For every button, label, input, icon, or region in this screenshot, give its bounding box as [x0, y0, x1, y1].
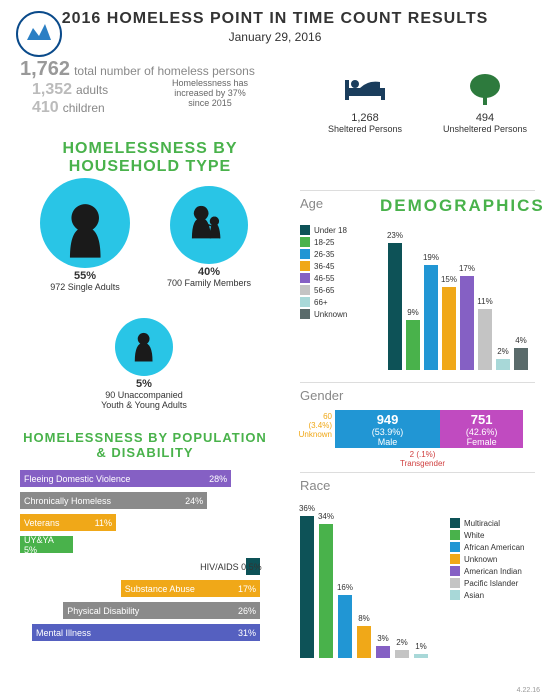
- race-bar: 8%: [357, 626, 371, 658]
- gender-label: Gender: [300, 388, 343, 403]
- population-row: Veterans11%: [20, 514, 280, 531]
- race-bar: 3%: [376, 646, 390, 658]
- race-legend: MultiracialWhiteAfrican AmericanUnknownA…: [450, 518, 524, 602]
- tree-icon: [460, 70, 510, 105]
- page-title: 2016 HOMELESS POINT IN TIME COUNT RESULT…: [0, 10, 550, 28]
- age-legend: Under 1818-2526-3536-4546-5556-6566+Unkn…: [300, 225, 347, 321]
- age-bar: 4%: [514, 348, 528, 370]
- divider: [300, 382, 535, 383]
- gender-trans: 2 (.1%)Transgender: [400, 450, 445, 468]
- footer-date: 4.22.16: [517, 687, 540, 694]
- age-bar: 23%: [388, 243, 402, 370]
- children-value: 410: [32, 99, 59, 116]
- household-circle: [115, 318, 173, 376]
- children-label: children: [63, 101, 105, 115]
- sheltered-value: 1,268: [300, 112, 430, 124]
- population-row: Mental Illness31%: [20, 624, 280, 641]
- household-circle: [170, 186, 248, 264]
- population-chart: Fleeing Domestic Violence28% Chronically …: [20, 470, 280, 646]
- age-label: Age: [300, 196, 323, 211]
- page-date: January 29, 2016: [0, 30, 550, 44]
- gender-bar: 949(53.9%)Male 751(42.6%)Female: [335, 410, 530, 448]
- race-bar: 2%: [395, 650, 409, 658]
- race-bar: 34%: [319, 524, 333, 658]
- population-row: Fleeing Domestic Violence28%: [20, 470, 280, 487]
- adults-value: 1,352: [32, 81, 72, 98]
- divider: [300, 472, 535, 473]
- divider: [300, 190, 535, 191]
- age-bar: 2%: [496, 359, 510, 370]
- age-bar: 19%: [424, 265, 438, 370]
- unsheltered-value: 494: [420, 112, 550, 124]
- population-title: HOMELESSNESS BY POPULATION& DISABILITY: [20, 430, 270, 460]
- age-bar: 9%: [406, 320, 420, 370]
- age-chart: Under 1818-2526-3536-4546-5556-6566+Unkn…: [300, 220, 530, 370]
- total-label: total number of homeless persons: [74, 64, 255, 78]
- household-circle: [40, 178, 130, 268]
- household-caption: 55%972 Single Adults: [20, 270, 150, 292]
- total-value: 1,762: [20, 58, 70, 80]
- sheltered-label: Sheltered Persons: [300, 124, 430, 134]
- race-chart: 36% 34% 16% 8% 3% 2% 1% MultiracialWhiteAfrica…: [300, 498, 530, 668]
- race-bar: 16%: [338, 595, 352, 658]
- sheltered-block: 1,268 Sheltered Persons: [300, 70, 430, 134]
- increase-note: Homelessness has increased by 37% since …: [170, 78, 250, 108]
- bed-icon: [340, 70, 390, 105]
- gender-unknown: 60 (3.4%)Unknown: [298, 412, 332, 439]
- household-caption: 40%700 Family Members: [150, 266, 268, 288]
- race-bar: 36%: [300, 516, 314, 658]
- population-row: HIV/AIDS 0.5%: [20, 558, 280, 575]
- household-caption: 5%90 Unaccompanied Youth & Young Adults: [95, 378, 193, 410]
- demographics-title: DEMOGRAPHICS: [380, 196, 545, 216]
- household-title: HOMELESSNESS BYHOUSEHOLD TYPE: [50, 140, 250, 176]
- unsheltered-block: 494 Unsheltered Persons: [420, 70, 550, 134]
- race-label: Race: [300, 478, 330, 493]
- population-row: Substance Abuse17%: [20, 580, 280, 597]
- population-row: Physical Disability26%: [20, 602, 280, 619]
- population-row: Chronically Homeless24%: [20, 492, 280, 509]
- adults-label: adults: [76, 83, 108, 97]
- unsheltered-label: Unsheltered Persons: [420, 124, 550, 134]
- age-bar: 15%: [442, 287, 456, 370]
- age-bar: 11%: [478, 309, 492, 370]
- age-bar: 17%: [460, 276, 474, 370]
- population-row: UY&YA 5%: [20, 536, 280, 553]
- race-bar: 1%: [414, 654, 428, 658]
